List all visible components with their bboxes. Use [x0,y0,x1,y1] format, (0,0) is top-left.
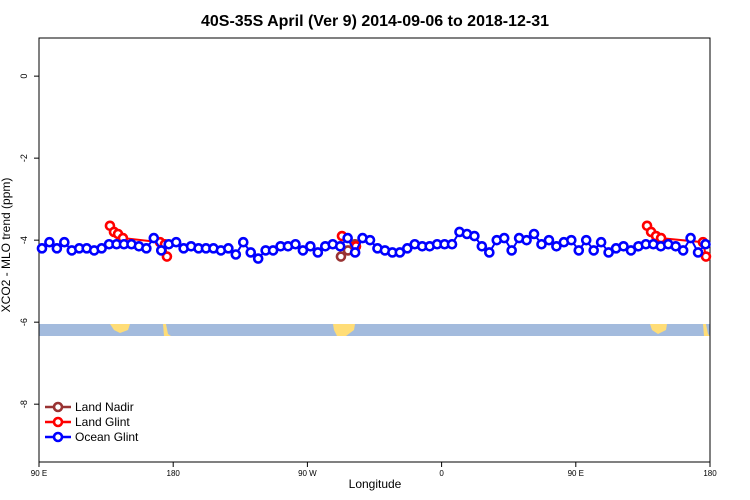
data-point [230,249,242,260]
x-tick-label: 90 E [568,469,584,478]
x-axis-label: Longitude [349,477,402,491]
y-tick-label: -4 [19,236,29,244]
data-point [335,251,347,262]
data-point [342,232,353,244]
data-point [51,243,63,254]
data-point [170,236,182,248]
data-point [588,245,599,256]
data-point [349,247,361,258]
data-point [237,236,249,248]
data-point [155,245,167,256]
x-tick-label: 0 [439,469,444,478]
data-point [521,234,532,246]
data-point [580,234,592,246]
data-point [677,245,689,256]
data-point [506,245,517,256]
data-point [603,247,614,258]
data-point [618,241,629,252]
data-point [305,241,316,252]
y-tick-label: -8 [19,400,29,408]
data-point [252,253,264,264]
data-point [148,232,160,244]
data-point [566,234,577,246]
data-point [141,243,152,254]
data-point [551,241,562,252]
data-point [394,247,406,258]
data-point [290,238,301,250]
data-point [573,245,585,256]
data-point [655,232,667,244]
legend-marker [52,401,64,413]
legend-marker [52,416,64,428]
data-point [161,251,173,262]
chart-title: 40S-35S April (Ver 9) 2014-09-06 to 2018… [201,13,549,30]
data-point [44,236,55,248]
data-point [700,238,711,250]
data-point [223,243,234,254]
data-point [476,241,488,252]
data-point [312,247,324,258]
data-point [595,236,607,248]
data-point [536,238,547,250]
data-point [528,228,540,240]
data-point [670,241,682,252]
data-point [543,234,555,246]
data-point [334,241,346,252]
legend-marker [52,431,64,443]
data-point [692,247,704,258]
data-point [498,232,510,244]
data-point [59,236,70,248]
data-point [685,232,696,244]
data-point [625,245,637,256]
y-tick-label: 0 [19,74,29,79]
x-tick-label: 90 E [31,469,47,478]
data-point [484,247,495,258]
data-point [364,234,376,246]
y-axis-label: XCO2 - MLO trend (ppm) [0,178,13,313]
legend-label: Ocean Glint [75,430,139,444]
data-point [96,243,107,254]
data-point [446,238,458,250]
data-point [36,243,48,254]
map-strip [39,324,710,336]
data-point [469,230,480,242]
data-point [297,245,309,256]
data-point [267,245,279,256]
data-point [245,247,257,258]
x-tick-label: 90 W [298,469,317,478]
y-tick-label: -2 [19,154,29,162]
data-point [402,243,413,254]
legend-label: Land Nadir [75,400,134,414]
legend-label: Land Glint [75,415,130,429]
x-tick-label: 180 [703,469,717,478]
data-point [700,251,712,262]
y-tick-label: -6 [19,318,29,326]
x-tick-label: 180 [167,469,181,478]
